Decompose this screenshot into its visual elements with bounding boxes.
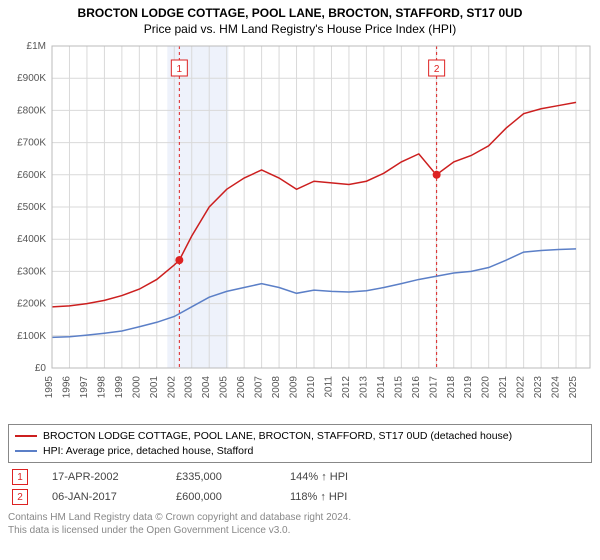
legend-row: HPI: Average price, detached house, Staf… bbox=[15, 444, 585, 459]
footer-line: Contains HM Land Registry data © Crown c… bbox=[8, 511, 592, 524]
legend-label: BROCTON LODGE COTTAGE, POOL LANE, BROCTO… bbox=[43, 429, 512, 444]
svg-text:2: 2 bbox=[434, 64, 440, 75]
svg-text:2005: 2005 bbox=[219, 376, 230, 399]
svg-text:£800K: £800K bbox=[17, 105, 46, 116]
title-sub: Price paid vs. HM Land Registry's House … bbox=[4, 22, 596, 36]
svg-text:2017: 2017 bbox=[428, 376, 439, 399]
svg-text:2007: 2007 bbox=[254, 376, 265, 399]
legend-swatch bbox=[15, 435, 37, 437]
svg-text:2012: 2012 bbox=[341, 376, 352, 399]
sale-delta: 144% ↑ HPI bbox=[290, 471, 348, 483]
sale-row: 2 06-JAN-2017 £600,000 118% ↑ HPI bbox=[8, 487, 592, 507]
svg-text:2010: 2010 bbox=[306, 376, 317, 399]
sales-table: 1 17-APR-2002 £335,000 144% ↑ HPI 2 06-J… bbox=[8, 467, 592, 507]
svg-text:1996: 1996 bbox=[61, 376, 72, 399]
svg-text:2021: 2021 bbox=[498, 376, 509, 399]
svg-text:2023: 2023 bbox=[533, 376, 544, 399]
svg-text:£700K: £700K bbox=[17, 138, 46, 149]
svg-text:2025: 2025 bbox=[568, 376, 579, 399]
legend: BROCTON LODGE COTTAGE, POOL LANE, BROCTO… bbox=[8, 424, 592, 463]
svg-text:2015: 2015 bbox=[393, 376, 404, 399]
legend-label: HPI: Average price, detached house, Staf… bbox=[43, 444, 253, 459]
price-chart: £0 £100K £200K £300K £400K £500K £600K £700K £80… bbox=[0, 38, 600, 418]
svg-text:2000: 2000 bbox=[131, 376, 142, 399]
chart-svg: £0 £100K £200K £300K £400K £500K £600K £700K £80… bbox=[0, 38, 600, 418]
svg-text:£900K: £900K bbox=[17, 73, 46, 84]
svg-text:2018: 2018 bbox=[446, 376, 457, 399]
legend-swatch bbox=[15, 450, 37, 452]
svg-text:2009: 2009 bbox=[289, 376, 300, 399]
svg-text:£200K: £200K bbox=[17, 299, 46, 310]
svg-text:£500K: £500K bbox=[17, 202, 46, 213]
svg-text:2024: 2024 bbox=[551, 376, 562, 399]
sale-delta: 118% ↑ HPI bbox=[290, 491, 347, 503]
svg-text:1998: 1998 bbox=[96, 376, 107, 399]
legend-row: BROCTON LODGE COTTAGE, POOL LANE, BROCTO… bbox=[15, 429, 585, 444]
title-main: BROCTON LODGE COTTAGE, POOL LANE, BROCTO… bbox=[4, 6, 596, 20]
svg-text:2006: 2006 bbox=[236, 376, 247, 399]
svg-text:£300K: £300K bbox=[17, 266, 46, 277]
svg-text:2011: 2011 bbox=[323, 376, 334, 398]
sale-date: 17-APR-2002 bbox=[52, 471, 152, 483]
svg-text:2003: 2003 bbox=[184, 376, 195, 399]
sale-price: £335,000 bbox=[176, 471, 266, 483]
svg-text:2004: 2004 bbox=[201, 376, 212, 399]
svg-text:1995: 1995 bbox=[44, 376, 55, 399]
title-block: BROCTON LODGE COTTAGE, POOL LANE, BROCTO… bbox=[0, 0, 600, 38]
svg-text:2016: 2016 bbox=[411, 376, 422, 399]
sale-date: 06-JAN-2017 bbox=[52, 491, 152, 503]
svg-text:2014: 2014 bbox=[376, 376, 387, 399]
sale-marker-icon: 1 bbox=[12, 469, 28, 485]
svg-text:£1M: £1M bbox=[27, 41, 46, 52]
svg-text:£600K: £600K bbox=[17, 170, 46, 181]
svg-text:2019: 2019 bbox=[463, 376, 474, 399]
svg-text:2008: 2008 bbox=[271, 376, 282, 399]
sale-marker-icon: 2 bbox=[12, 489, 28, 505]
svg-text:2020: 2020 bbox=[481, 376, 492, 399]
footer-line: This data is licensed under the Open Gov… bbox=[8, 524, 592, 537]
svg-text:1997: 1997 bbox=[79, 376, 90, 399]
footer: Contains HM Land Registry data © Crown c… bbox=[8, 511, 592, 537]
svg-text:2001: 2001 bbox=[149, 376, 160, 399]
svg-text:1: 1 bbox=[177, 64, 183, 75]
sale-price: £600,000 bbox=[176, 491, 266, 503]
svg-text:2022: 2022 bbox=[516, 376, 527, 399]
svg-text:2013: 2013 bbox=[358, 376, 369, 399]
svg-text:2002: 2002 bbox=[166, 376, 177, 399]
svg-text:£400K: £400K bbox=[17, 234, 46, 245]
sale-row: 1 17-APR-2002 £335,000 144% ↑ HPI bbox=[8, 467, 592, 487]
svg-text:£100K: £100K bbox=[17, 331, 46, 342]
svg-text:£0: £0 bbox=[35, 363, 47, 374]
svg-text:1999: 1999 bbox=[114, 376, 125, 399]
